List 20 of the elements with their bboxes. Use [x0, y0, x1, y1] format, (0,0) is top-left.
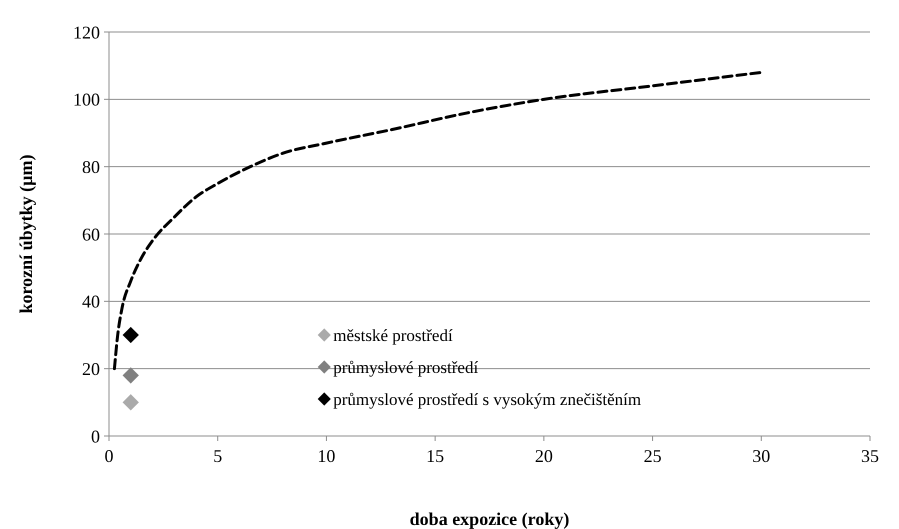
y-tick-label: 40: [82, 292, 100, 312]
y-tick-label: 20: [82, 358, 100, 379]
legend-label: průmyslové prostředí: [333, 358, 478, 377]
x-axis-title: doba expozice (roky): [410, 509, 570, 529]
x-tick-label: 20: [534, 446, 553, 466]
x-tick-label: 5: [213, 446, 222, 466]
y-axis-title: korozní úbytky (µm): [16, 154, 36, 314]
x-tick-label: 35: [861, 446, 879, 466]
x-tick-label: 0: [104, 446, 114, 466]
x-tick-label: 15: [426, 446, 444, 466]
y-tick-label: 120: [73, 22, 100, 42]
y-tick-label: 100: [73, 90, 100, 110]
x-tick-label: 10: [317, 446, 336, 466]
y-tick-label: 0: [91, 426, 100, 446]
y-tick-label: 60: [82, 224, 100, 244]
legend-label: městské prostředí: [333, 326, 453, 345]
x-tick-label: 30: [752, 446, 770, 466]
y-tick-label: 80: [82, 156, 100, 177]
legend-label: průmyslové prostředí s vysokým znečištěním: [333, 390, 642, 409]
x-tick-label: 25: [644, 446, 662, 466]
